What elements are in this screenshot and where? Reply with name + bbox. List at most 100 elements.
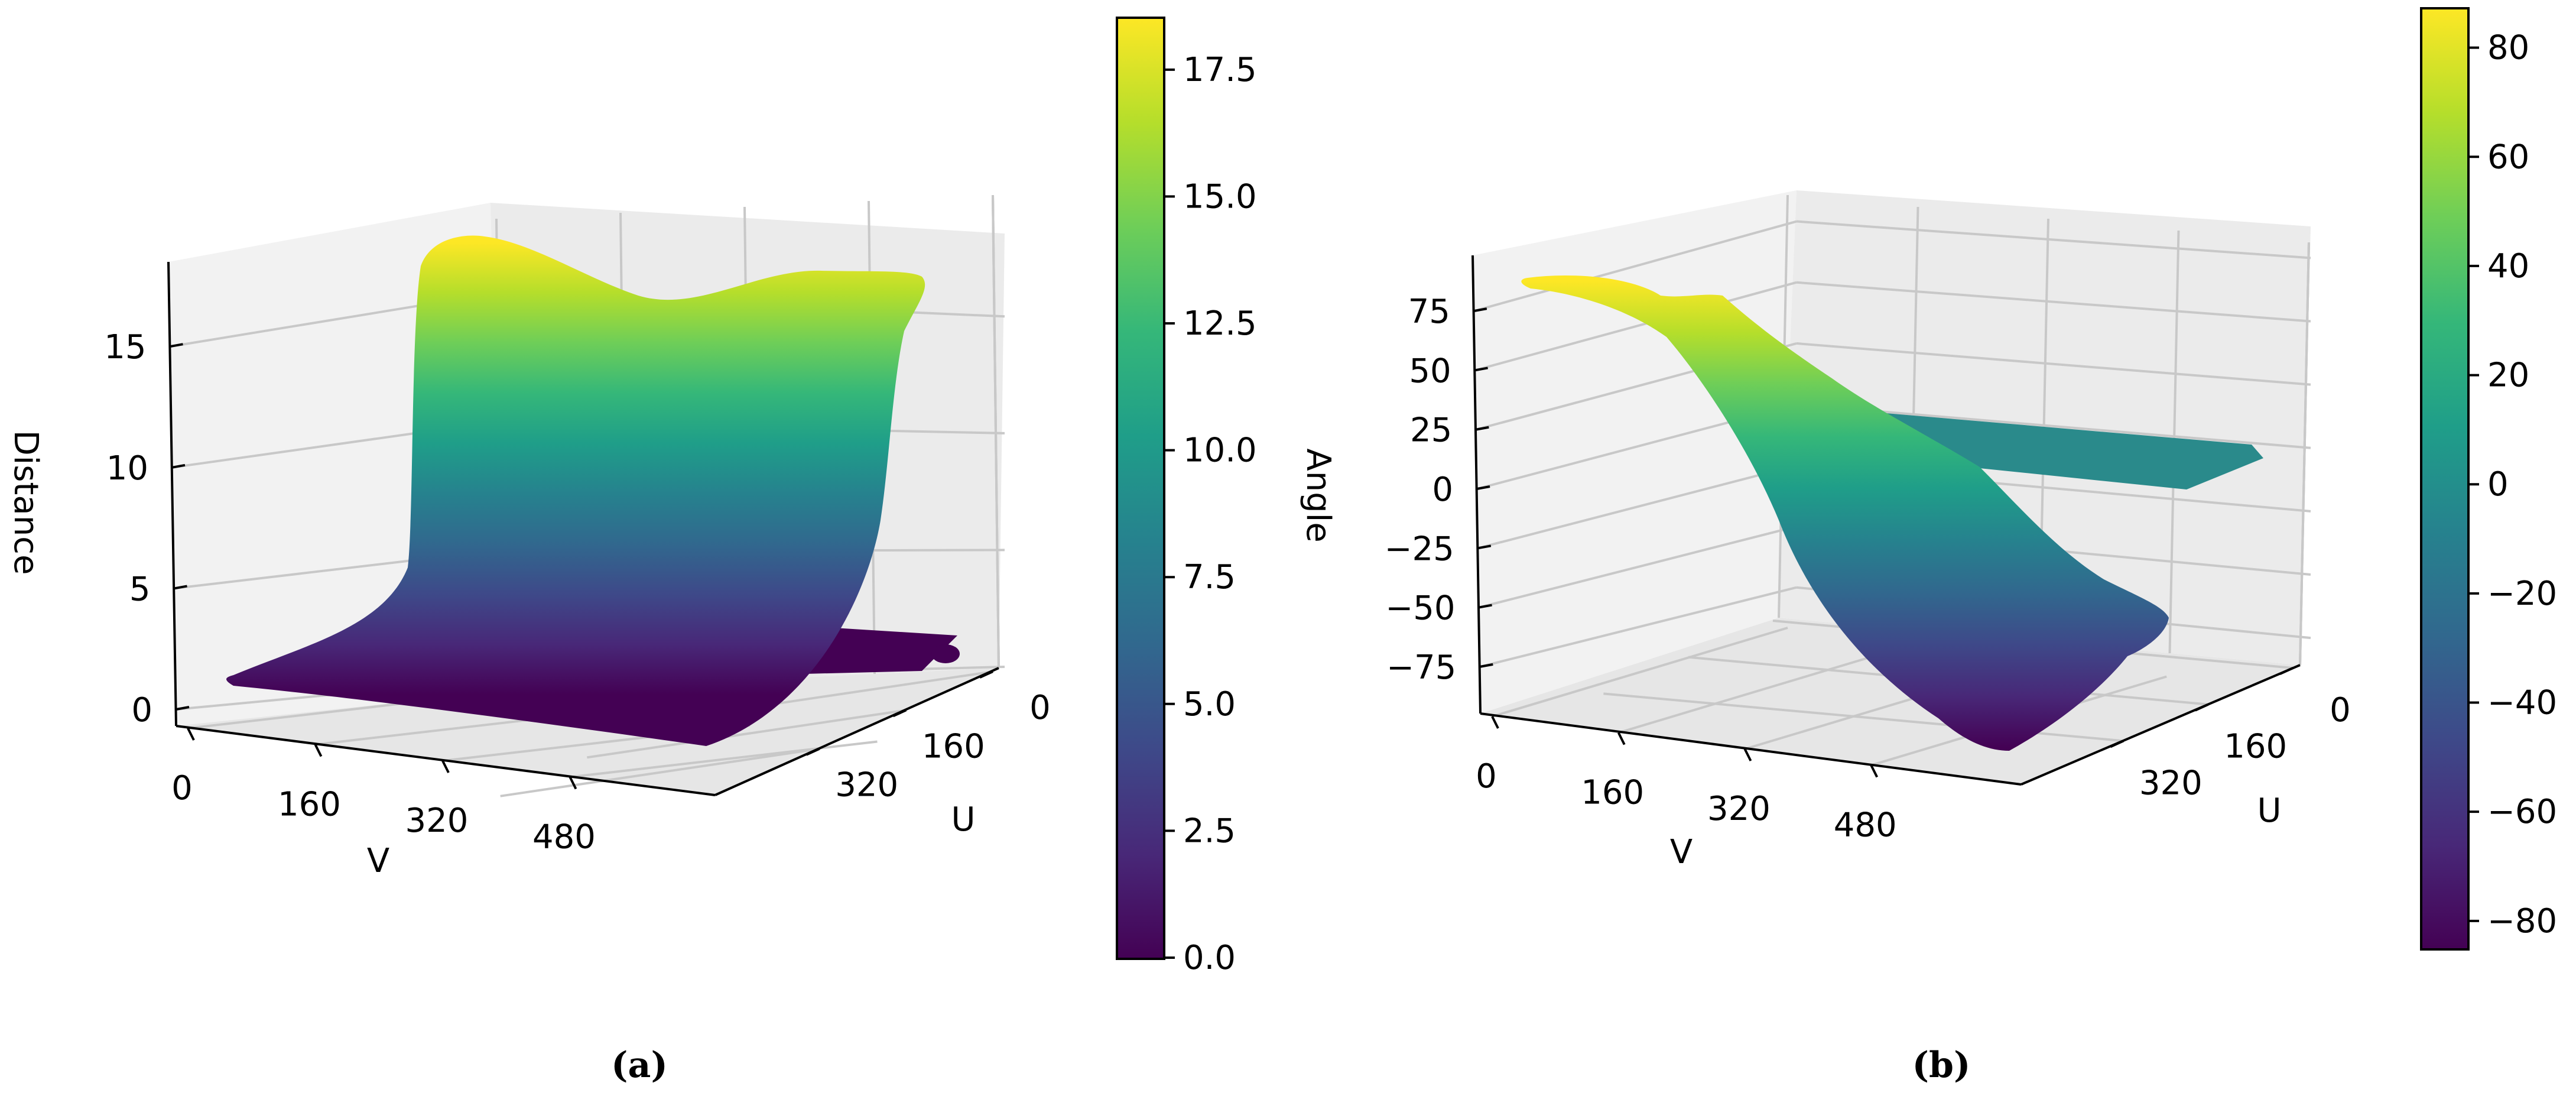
colorbar-tick-label: −80 (2487, 902, 2557, 941)
colorbar-b (2420, 7, 2470, 951)
axes-a (167, 261, 999, 796)
z-tick-label: −75 (1386, 648, 1456, 687)
grid-line (1479, 525, 1797, 609)
colorbar-tick-label: 0 (2487, 465, 2509, 504)
z-tick-label: 25 (1410, 411, 1452, 450)
caption-a: (a) (611, 1045, 668, 1086)
surface-b-plateau (1867, 413, 2263, 489)
y-tick (2279, 667, 2294, 675)
z-tick (1476, 485, 1490, 490)
y-tick (892, 709, 907, 718)
x-tick (1870, 764, 1879, 778)
z-tick (1479, 604, 1492, 609)
colorbar-tick-label: 2.5 (1183, 812, 1236, 850)
z-ticks-a: 0 5 10 15 (104, 328, 190, 729)
z-tick-label: 0 (131, 691, 152, 729)
grid-line (1479, 586, 1797, 668)
z-tick (1475, 426, 1489, 431)
x-tick-label: 320 (1707, 790, 1771, 828)
colorbar-tick-label: 5.0 (1183, 685, 1236, 724)
y-ticks-b: 0 160 320 (2110, 667, 2351, 802)
y-tick (805, 747, 820, 756)
z-tick-label: −50 (1385, 589, 1455, 628)
surface-a-back-strip-end (931, 644, 960, 663)
z-tick (1479, 663, 1493, 668)
colorbar-ticks-b: −80 −60 −40 −20 0 20 40 60 80 (2468, 29, 2557, 941)
floor-pane (176, 668, 999, 795)
grid-line (1473, 220, 1797, 313)
y-tick-label: 320 (835, 766, 898, 805)
grid-line (1618, 643, 1915, 734)
x-tick (187, 728, 195, 741)
axes-b (1471, 255, 2301, 786)
x-tick (314, 744, 323, 757)
z-tick-label: 0 (1432, 471, 1453, 509)
x-tick (441, 760, 450, 773)
colorbar-tick-label: 15.0 (1183, 177, 1257, 216)
x-tick-label: 0 (171, 769, 193, 808)
z-tick (171, 463, 186, 469)
y-ticks-a: 0 160 320 (805, 670, 1051, 805)
y-tick-label: 160 (2224, 728, 2287, 766)
x-tick (569, 776, 577, 790)
colorbar-a (1116, 17, 1165, 960)
colorbar-tick-label: 12.5 (1183, 304, 1257, 343)
x-tick-label: 320 (405, 802, 469, 840)
y-tick-label: 160 (922, 727, 985, 766)
grid-line (1796, 220, 2311, 260)
x-axis-label-b: V (1670, 833, 1693, 871)
x-tick-label: 480 (532, 818, 596, 857)
y-tick-label: 0 (1029, 689, 1051, 727)
x-tick-label: 480 (1834, 806, 1897, 845)
grid-line (1492, 627, 1788, 718)
y-tick-label: 0 (2330, 691, 2351, 729)
grid-line (1477, 464, 1797, 550)
x-tick-label: 160 (278, 786, 341, 824)
grid-line (500, 747, 820, 797)
z-tick-label: 15 (104, 328, 146, 367)
grid-line (1474, 281, 1797, 372)
colorbar-tick-label: −60 (2487, 793, 2557, 831)
z-tick (1477, 544, 1492, 550)
z-tick (1474, 367, 1488, 372)
y-axis-label-a: U (951, 800, 976, 839)
grid-line (992, 194, 1000, 669)
colorbar-tick-label: 7.5 (1183, 558, 1236, 596)
x-ticks-a: 0 160 320 480 (171, 728, 596, 857)
colorbar-tick-label: 20 (2487, 356, 2529, 395)
panel-a: 0 5 10 15 0 160 320 480 0 160 320 V U Distance 0… (7, 17, 1257, 1086)
z-tick (170, 343, 183, 348)
x-ticks-b: 0 160 320 480 (1476, 716, 1897, 845)
caption-b: (b) (1912, 1045, 1971, 1086)
colorbar-tick-label: 60 (2487, 138, 2529, 176)
x-tick-label: 0 (1476, 757, 1497, 796)
z-ticks-b: −75 −50 −25 0 25 50 75 (1385, 293, 1493, 687)
grid-line (1796, 281, 2311, 323)
colorbar-label-b: Angle (1299, 448, 1337, 542)
z-tick-label: 75 (1408, 293, 1450, 331)
grid-line (587, 709, 907, 759)
colorbar-tick-label: −20 (2487, 575, 2557, 613)
surface-a-back-strip (804, 627, 957, 674)
z-tick (176, 706, 190, 711)
z-tick-label: 10 (106, 449, 148, 488)
x-tick-label: 160 (1581, 774, 1644, 812)
grid-line (1796, 342, 2311, 386)
y-tick-label: 320 (2139, 764, 2203, 802)
x-tick (1617, 732, 1626, 745)
colorbar-tick-label: 0.0 (1183, 939, 1236, 977)
colorbar-tick-label: 40 (2487, 247, 2529, 286)
z-tick-label: 50 (1409, 352, 1451, 390)
grid-line (2299, 242, 2310, 666)
y-tick (2110, 740, 2125, 748)
y-tick (979, 670, 993, 679)
colorbar-tick-label: 10.0 (1183, 432, 1257, 470)
x-tick (1743, 748, 1752, 761)
colorbar-tick-label: −40 (2487, 684, 2557, 722)
y-axis-label-b: U (2257, 792, 2282, 830)
surface-b (1521, 275, 2169, 751)
x-axis-label-a: V (367, 842, 389, 880)
grid-line (570, 740, 878, 779)
